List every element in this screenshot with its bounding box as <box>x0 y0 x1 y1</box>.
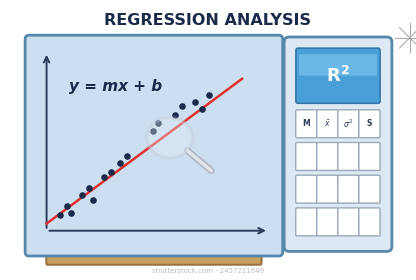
FancyBboxPatch shape <box>338 110 359 138</box>
FancyBboxPatch shape <box>317 143 338 171</box>
FancyBboxPatch shape <box>25 35 283 256</box>
FancyBboxPatch shape <box>359 143 380 171</box>
FancyBboxPatch shape <box>296 48 380 103</box>
FancyBboxPatch shape <box>296 208 317 236</box>
FancyBboxPatch shape <box>299 54 377 76</box>
Ellipse shape <box>147 118 193 158</box>
FancyBboxPatch shape <box>338 143 359 171</box>
FancyBboxPatch shape <box>359 175 380 203</box>
FancyBboxPatch shape <box>317 110 338 138</box>
Text: shutterstock.com · 2457211649: shutterstock.com · 2457211649 <box>152 268 264 274</box>
Text: $\mathbf{R^2}$: $\mathbf{R^2}$ <box>326 66 350 86</box>
Text: $\sigma^2$: $\sigma^2$ <box>344 118 354 130</box>
FancyBboxPatch shape <box>284 37 392 251</box>
FancyBboxPatch shape <box>359 208 380 236</box>
FancyBboxPatch shape <box>317 208 338 236</box>
FancyBboxPatch shape <box>46 251 262 265</box>
Text: REGRESSION ANALYSIS: REGRESSION ANALYSIS <box>104 13 312 28</box>
Text: y = mx + b: y = mx + b <box>69 79 162 94</box>
FancyBboxPatch shape <box>338 175 359 203</box>
Text: $\bar{x}$: $\bar{x}$ <box>324 118 331 129</box>
FancyBboxPatch shape <box>359 110 380 138</box>
FancyBboxPatch shape <box>296 110 317 138</box>
FancyBboxPatch shape <box>317 175 338 203</box>
Text: M: M <box>302 119 310 128</box>
FancyBboxPatch shape <box>338 208 359 236</box>
FancyBboxPatch shape <box>296 143 317 171</box>
FancyBboxPatch shape <box>296 175 317 203</box>
Text: S: S <box>367 119 372 128</box>
